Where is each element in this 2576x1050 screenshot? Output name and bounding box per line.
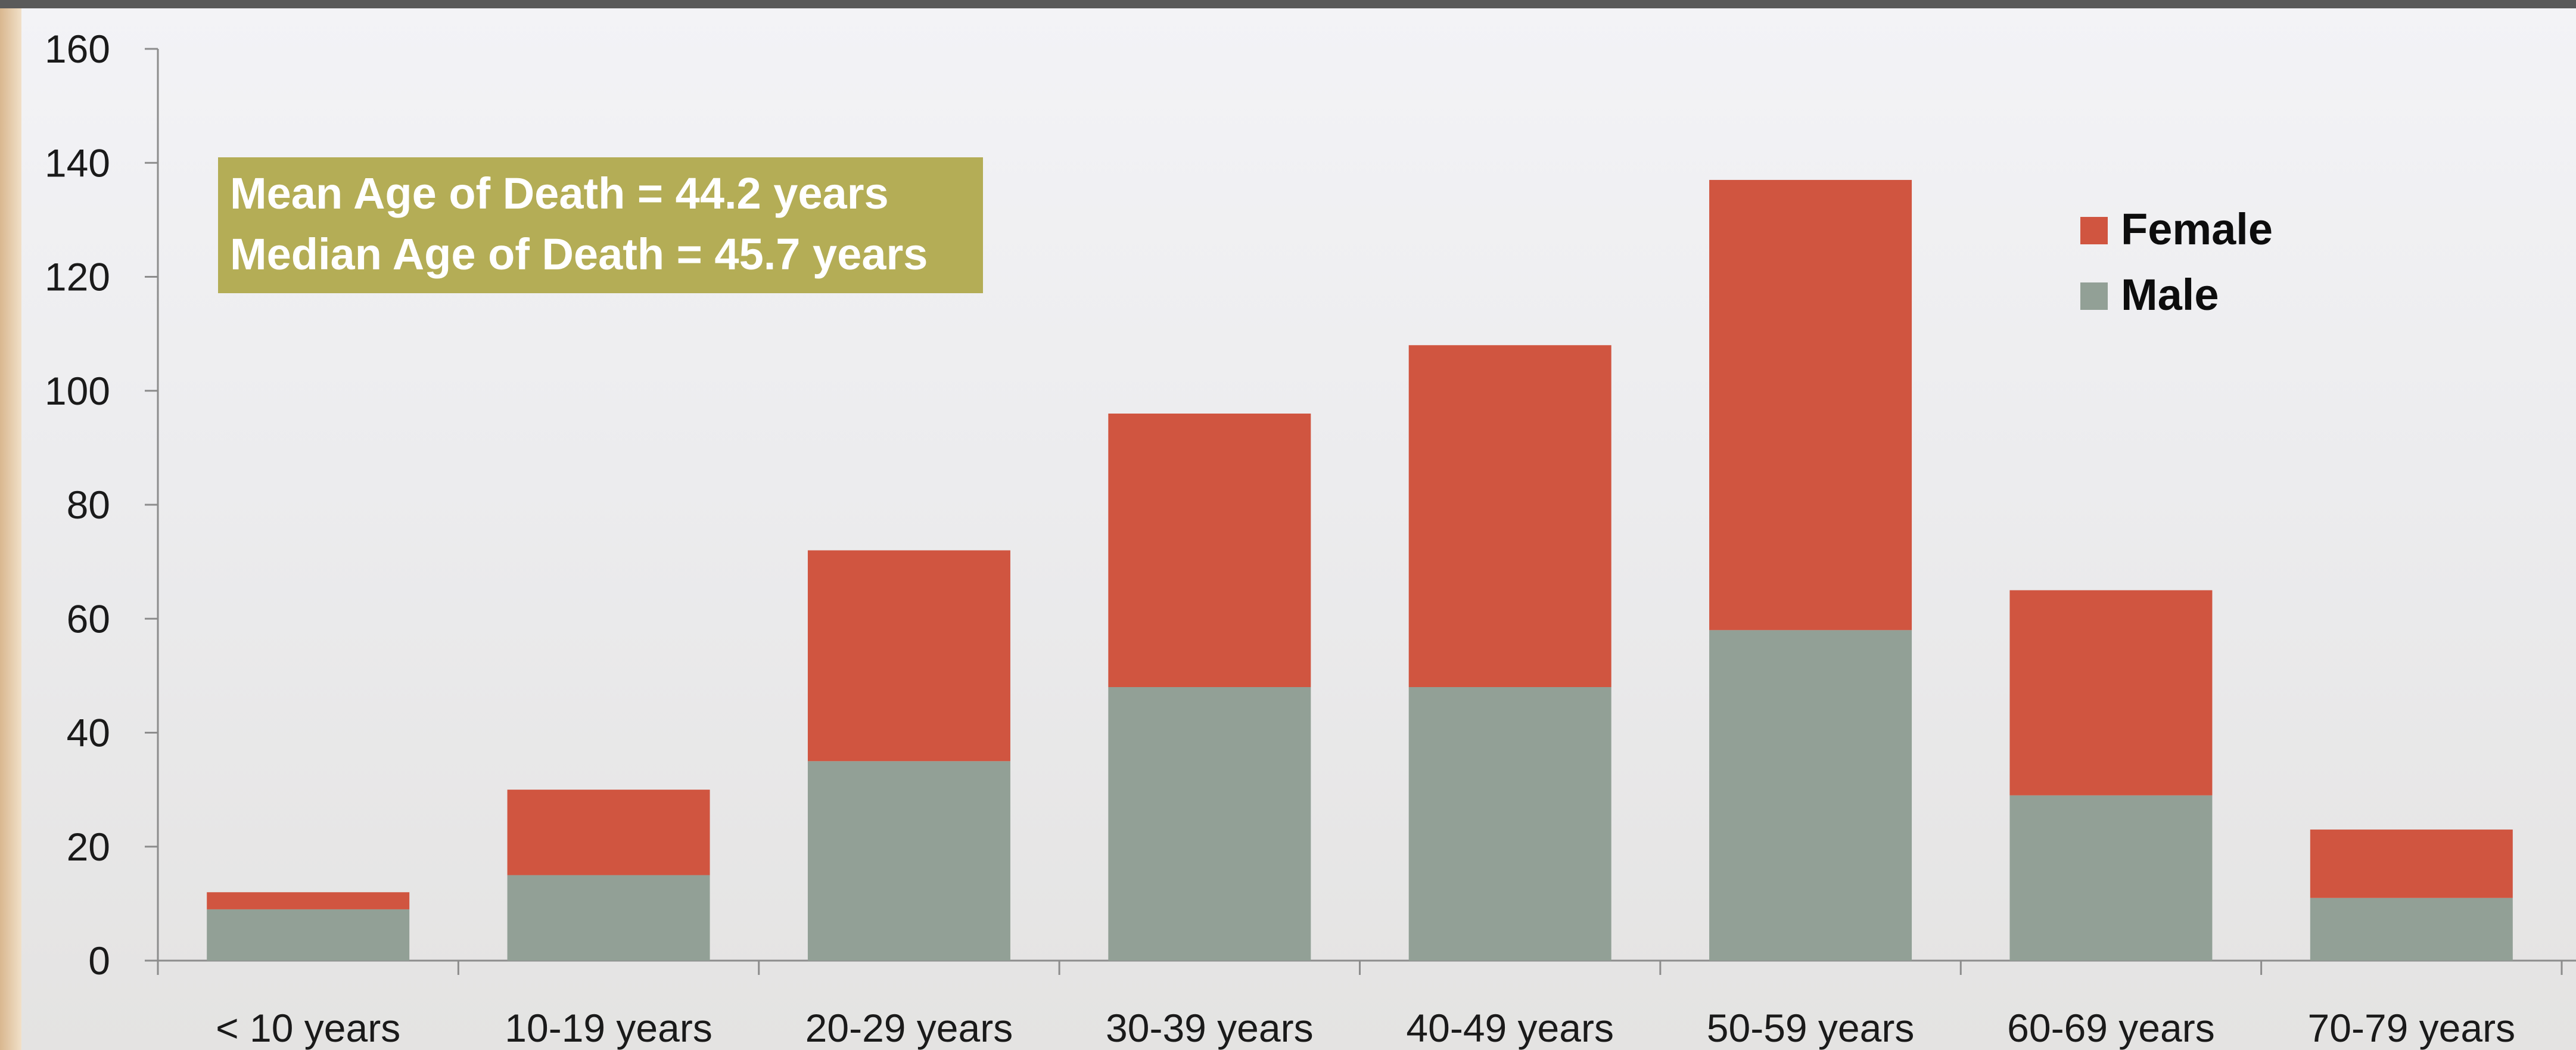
legend-label-male: Male: [2121, 270, 2219, 319]
bar-female: [207, 892, 410, 909]
x-tick-label: 70-79 years: [2308, 1006, 2516, 1050]
top-border-bar: [0, 0, 2576, 8]
annotation-mean: Mean Age of Death = 44.2 years: [230, 169, 889, 218]
bar-female: [1108, 414, 1311, 687]
y-tick-label: 100: [45, 369, 110, 413]
bar-female: [1709, 179, 1912, 630]
bar-female: [807, 550, 1010, 762]
x-tick-label: 40-49 years: [1406, 1006, 1614, 1050]
bar-male: [2310, 897, 2513, 961]
legend-swatch-male: [2080, 282, 2108, 310]
x-tick-label: 10-19 years: [505, 1006, 713, 1050]
bar-male: [507, 875, 710, 961]
x-tick-label: 20-29 years: [805, 1006, 1013, 1050]
x-tick-label: 50-59 years: [1707, 1006, 1915, 1050]
bar-male: [2009, 795, 2213, 961]
slide-side-strip: [0, 8, 21, 1050]
y-tick-label: 140: [45, 141, 110, 185]
bar-male: [207, 909, 410, 961]
x-tick-label: 30-39 years: [1106, 1006, 1314, 1050]
bar-group: [207, 179, 2513, 961]
bar-female: [2009, 590, 2213, 796]
age-of-death-annotation: Mean Age of Death = 44.2 years Median Ag…: [218, 157, 983, 293]
chart-legend: Female Male: [2080, 204, 2273, 319]
x-tick-label: < 10 years: [216, 1006, 400, 1050]
bar-female: [507, 790, 710, 875]
legend-swatch-female: [2080, 217, 2108, 244]
bar-male: [1108, 687, 1311, 961]
bar-female: [1408, 345, 1611, 687]
annotation-median: Median Age of Death = 45.7 years: [230, 229, 928, 279]
chart-axes: 0 20 40 60 80 100 120 140 160 < 10 years 10-19 yea…: [45, 27, 2576, 1050]
y-tick-label: 0: [88, 939, 110, 983]
bar-male: [1408, 687, 1611, 961]
y-tick-label: 160: [45, 27, 110, 71]
y-tick-label: 120: [45, 255, 110, 299]
legend-label-female: Female: [2121, 204, 2273, 254]
bar-male: [807, 761, 1010, 961]
bar-male: [1709, 630, 1912, 961]
bar-female: [2310, 830, 2513, 898]
y-tick-label: 40: [67, 711, 110, 755]
x-tick-label: 60-69 years: [2007, 1006, 2215, 1050]
annotation-box: [218, 157, 983, 293]
y-tick-label: 80: [67, 483, 110, 527]
y-tick-label: 20: [67, 825, 110, 869]
y-tick-label: 60: [67, 597, 110, 641]
